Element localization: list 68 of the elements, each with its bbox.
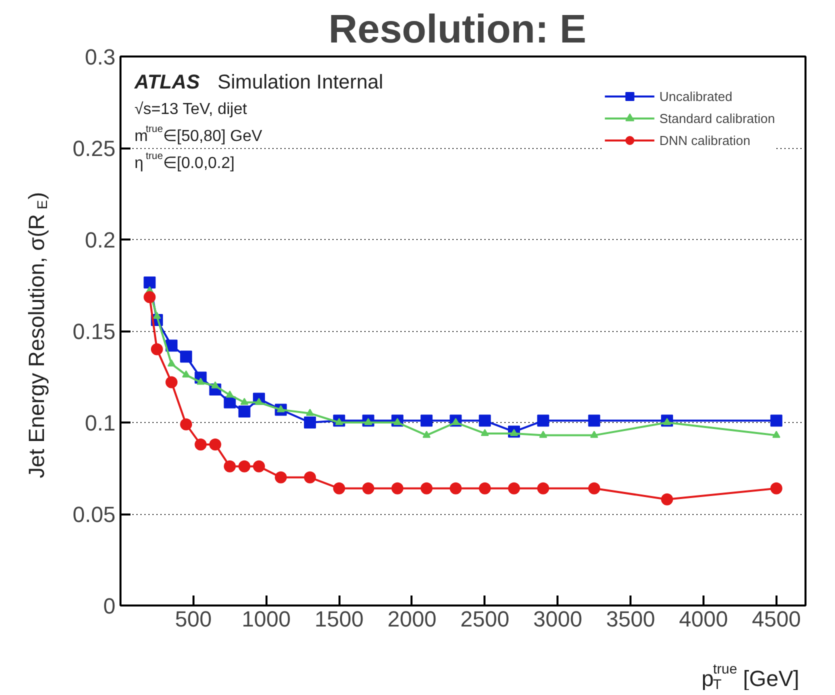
- point: [144, 291, 156, 304]
- point: [304, 416, 316, 428]
- y-tick-label: 0: [103, 594, 116, 618]
- point: [224, 396, 236, 408]
- y-tick-label: 0.3: [84, 44, 116, 70]
- point: [420, 482, 433, 494]
- point: [450, 482, 462, 494]
- point: [168, 359, 176, 366]
- point: [770, 482, 782, 494]
- point: [194, 438, 207, 450]
- point: [150, 343, 163, 356]
- x-tick-label: 500: [175, 606, 212, 632]
- y-tick-label: 0.1: [84, 410, 116, 436]
- legend-label: Uncalibrated: [659, 88, 732, 104]
- point: [588, 482, 600, 494]
- y-tick-label: 0.25: [72, 136, 116, 161]
- point: [537, 414, 550, 427]
- x-tick-label: 2000: [388, 606, 436, 632]
- point: [508, 482, 520, 494]
- point: [166, 340, 178, 352]
- point: [590, 430, 598, 438]
- point: [422, 430, 431, 438]
- point: [252, 460, 265, 472]
- point: [420, 414, 433, 427]
- point: [144, 276, 156, 289]
- point: [180, 418, 192, 430]
- legend-label: DNN calibration: [659, 132, 750, 148]
- point: [152, 312, 161, 319]
- annotation: √s=13 TeV, dijet: [134, 101, 248, 118]
- point: [240, 398, 248, 405]
- point: [166, 376, 178, 388]
- point: [274, 471, 287, 484]
- x-tick-label: 2500: [460, 606, 510, 632]
- legend-label: Standard calibration: [659, 110, 775, 126]
- point: [661, 493, 674, 506]
- y-tick-label: 0.2: [84, 228, 116, 252]
- point: [306, 408, 314, 416]
- point: [362, 482, 374, 494]
- y-tick-label: 0.15: [72, 319, 116, 344]
- x-tick-label: 1000: [242, 606, 291, 632]
- x-tick-label: 3000: [533, 606, 582, 632]
- point: [211, 381, 220, 388]
- point: [772, 430, 780, 438]
- x-tick-label: 4000: [679, 606, 728, 632]
- point: [478, 482, 491, 494]
- y-axis-title: Jet Energy Resolution, σ(RE): [24, 192, 50, 478]
- point: [209, 438, 222, 450]
- x-tick-label: 3500: [606, 606, 656, 632]
- point: [180, 350, 192, 363]
- point: [391, 482, 404, 494]
- y-tick-label: 0.05: [72, 502, 116, 527]
- point: [537, 482, 550, 494]
- point: [224, 460, 236, 472]
- point: [770, 414, 782, 427]
- chart-title: Resolution: E: [328, 8, 586, 52]
- point: [238, 406, 250, 418]
- point: [304, 471, 316, 484]
- point: [333, 482, 346, 494]
- point: [539, 430, 548, 438]
- point: [480, 428, 489, 436]
- x-tick-label: 4500: [752, 606, 801, 632]
- point: [226, 390, 234, 398]
- point: [182, 370, 190, 378]
- annotation: ATLAS Simulation Internal: [134, 72, 384, 94]
- point: [588, 414, 600, 427]
- point: [238, 460, 250, 472]
- point: [478, 414, 491, 427]
- x-tick-label: 1500: [314, 606, 364, 632]
